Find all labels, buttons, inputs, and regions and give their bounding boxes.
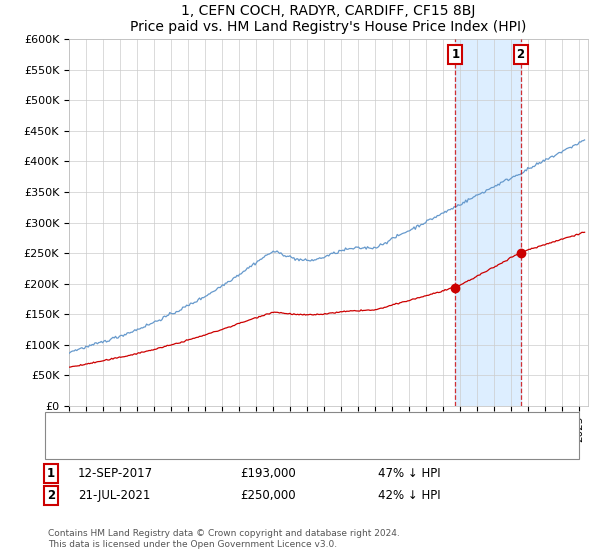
Bar: [455, 39, 521, 406]
Text: £250,000: £250,000: [240, 489, 296, 502]
Text: Contains HM Land Registry data © Crown copyright and database right 2024.
This d: Contains HM Land Registry data © Crown c…: [48, 529, 400, 549]
Text: 1: 1: [47, 466, 55, 480]
Text: £193,000: £193,000: [240, 466, 296, 480]
Text: 47% ↓ HPI: 47% ↓ HPI: [378, 466, 440, 480]
Text: 42% ↓ HPI: 42% ↓ HPI: [378, 489, 440, 502]
Text: 1: 1: [451, 48, 460, 61]
Title: 1, CEFN COCH, RADYR, CARDIFF, CF15 8BJ
Price paid vs. HM Land Registry's House P: 1, CEFN COCH, RADYR, CARDIFF, CF15 8BJ P…: [130, 4, 527, 34]
Text: 2: 2: [517, 48, 524, 61]
Text: HPI: Average price, detached house, Cardiff: HPI: Average price, detached house, Card…: [90, 440, 318, 450]
Text: 21-JUL-2021: 21-JUL-2021: [78, 489, 151, 502]
Text: 2: 2: [47, 489, 55, 502]
Text: 1, CEFN COCH, RADYR, CARDIFF, CF15 8BJ (detached house): 1, CEFN COCH, RADYR, CARDIFF, CF15 8BJ (…: [90, 421, 405, 431]
Text: 12-SEP-2017: 12-SEP-2017: [78, 466, 153, 480]
